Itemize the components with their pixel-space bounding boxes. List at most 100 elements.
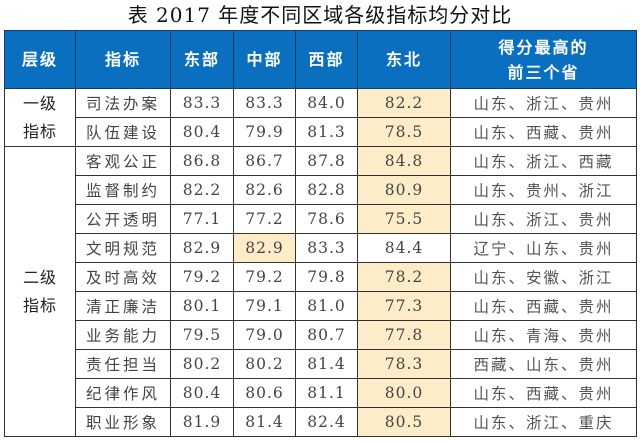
header-top3-line2: 前三个省 xyxy=(507,62,580,82)
cell-northeast: 77.3 xyxy=(357,291,451,321)
cell-west: 83.3 xyxy=(295,233,358,263)
cell-northeast: 75.5 xyxy=(357,204,451,234)
cell-indicator: 业务能力 xyxy=(75,320,171,350)
cell-indicator: 客观公正 xyxy=(75,146,171,176)
table-row: 公开透明 77.1 77.2 78.6 75.5 山东、浙江、贵州 xyxy=(5,204,637,234)
table-row: 业务能力 79.5 79.0 80.7 77.8 山东、青海、贵州 xyxy=(5,320,637,350)
cell-top3: 西藏、山东、贵州 xyxy=(450,349,637,379)
cell-west: 84.0 xyxy=(295,88,358,118)
cell-east: 80.1 xyxy=(170,291,234,321)
cell-central: 86.7 xyxy=(233,146,296,176)
cell-northeast: 78.5 xyxy=(357,117,451,147)
cell-northeast: 80.5 xyxy=(357,407,451,437)
table-title: 表 2017 年度不同区域各级指标均分对比 xyxy=(127,3,513,27)
table-row: 一级 指标 司法办案 83.3 83.3 84.0 82.2 山东、浙江、贵州 xyxy=(4,88,637,147)
cell-indicator: 司法办案 xyxy=(75,88,171,118)
cell-east: 80.2 xyxy=(170,349,234,379)
cell-top3: 山东、西藏、贵州 xyxy=(450,378,637,408)
cell-northeast: 80.9 xyxy=(357,175,451,205)
table-row: 职业形象 81.9 81.4 82.4 80.5 山东、浙江、重庆 xyxy=(5,407,637,437)
cell-west: 81.3 xyxy=(295,117,358,147)
cell-northeast: 77.8 xyxy=(357,320,451,350)
header-west: 西部 xyxy=(295,30,358,89)
cell-west: 78.6 xyxy=(295,204,358,234)
cell-indicator: 责任担当 xyxy=(75,349,171,379)
cell-top3: 山东、贵州、浙江 xyxy=(450,175,637,205)
level-label-line1: 一级 xyxy=(22,93,57,113)
cell-top3: 山东、浙江、重庆 xyxy=(450,407,637,437)
table-row: 及时高效 79.2 79.2 79.8 78.2 山东、安徽、浙江 xyxy=(5,262,637,292)
cell-northeast: 78.3 xyxy=(357,349,451,379)
cell-indicator: 文明规范 xyxy=(75,233,171,263)
cell-central: 81.4 xyxy=(233,407,296,437)
cell-top3: 山东、浙江、贵州 xyxy=(450,204,637,234)
cell-northeast: 78.2 xyxy=(357,262,451,292)
cell-indicator: 公开透明 xyxy=(75,204,171,234)
cell-central: 77.2 xyxy=(233,204,296,234)
cell-east: 82.9 xyxy=(170,233,234,263)
cell-top3: 山东、西藏、贵州 xyxy=(450,117,637,147)
table-row: 责任担当 80.2 80.2 81.4 78.3 西藏、山东、贵州 xyxy=(5,349,637,379)
level-label-line2: 指标 xyxy=(22,295,57,315)
cell-west: 82.8 xyxy=(295,175,358,205)
table-row: 清正廉洁 80.1 79.1 81.0 77.3 山东、西藏、贵州 xyxy=(5,291,637,321)
cell-northeast: 84.4 xyxy=(357,233,451,263)
cell-top3: 辽宁、山东、贵州 xyxy=(450,233,637,263)
level-cell: 二级 指标 xyxy=(4,146,76,437)
header-indicator: 指标 xyxy=(75,30,171,89)
table-row: 二级 指标 客观公正 86.8 86.7 87.8 84.8 山东、浙江、西藏 xyxy=(4,146,637,437)
level-cell: 一级 指标 xyxy=(4,88,76,147)
level-label-line2: 指标 xyxy=(22,121,57,141)
cell-west: 81.0 xyxy=(295,291,358,321)
header-central: 中部 xyxy=(233,30,296,89)
cell-top3: 山东、浙江、贵州 xyxy=(450,88,637,118)
header-top3-line1: 得分最高的 xyxy=(498,37,589,57)
cell-indicator: 职业形象 xyxy=(75,407,171,437)
cell-west: 87.8 xyxy=(295,146,358,176)
cell-top3: 山东、浙江、西藏 xyxy=(450,146,637,176)
region-score-table: 层级 指标 东部 中部 西部 东北 得分最高的 前三个省 一级 指标 司法办案 83.… xyxy=(4,30,637,437)
header-top3: 得分最高的 前三个省 xyxy=(450,30,637,89)
header-northeast: 东北 xyxy=(357,30,451,89)
cell-central: 79.1 xyxy=(233,291,296,321)
cell-northeast: 80.0 xyxy=(357,378,451,408)
cell-east: 83.3 xyxy=(170,88,234,118)
cell-indicator: 队伍建设 xyxy=(75,117,171,147)
header-row: 层级 指标 东部 中部 西部 东北 得分最高的 前三个省 xyxy=(4,30,637,89)
cell-west: 80.7 xyxy=(295,320,358,350)
cell-east: 82.2 xyxy=(170,175,234,205)
cell-east: 79.5 xyxy=(170,320,234,350)
cell-top3: 山东、安徽、浙江 xyxy=(450,262,637,292)
cell-west: 81.1 xyxy=(295,378,358,408)
cell-central: 79.9 xyxy=(233,117,296,147)
cell-indicator: 纪律作风 xyxy=(75,378,171,408)
header-east: 东部 xyxy=(170,30,234,89)
cell-east: 80.4 xyxy=(170,378,234,408)
cell-central: 79.2 xyxy=(233,262,296,292)
level-label-line1: 二级 xyxy=(22,267,57,287)
cell-west: 79.8 xyxy=(295,262,358,292)
table-row: 文明规范 82.9 82.9 83.3 84.4 辽宁、山东、贵州 xyxy=(5,233,637,263)
cell-east: 81.9 xyxy=(170,407,234,437)
table-row: 纪律作风 80.4 80.6 81.1 80.0 山东、西藏、贵州 xyxy=(5,378,637,408)
cell-northeast: 84.8 xyxy=(357,146,451,176)
cell-indicator: 监督制约 xyxy=(75,175,171,205)
cell-central: 83.3 xyxy=(233,88,296,118)
cell-top3: 山东、青海、贵州 xyxy=(450,320,637,350)
cell-east: 79.2 xyxy=(170,262,234,292)
cell-central: 80.6 xyxy=(233,378,296,408)
table-row: 队伍建设 80.4 79.9 81.3 78.5 山东、西藏、贵州 xyxy=(5,117,637,147)
cell-east: 80.4 xyxy=(170,117,234,147)
cell-northeast: 82.2 xyxy=(357,88,451,118)
cell-central: 82.6 xyxy=(233,175,296,205)
cell-indicator: 及时高效 xyxy=(75,262,171,292)
cell-indicator: 清正廉洁 xyxy=(75,291,171,321)
header-level: 层级 xyxy=(4,30,76,89)
cell-central: 79.0 xyxy=(233,320,296,350)
cell-east: 86.8 xyxy=(170,146,234,176)
cell-west: 82.4 xyxy=(295,407,358,437)
cell-top3: 山东、西藏、贵州 xyxy=(450,291,637,321)
table-row: 监督制约 82.2 82.6 82.8 80.9 山东、贵州、浙江 xyxy=(5,175,637,205)
cell-central: 82.9 xyxy=(233,233,296,263)
cell-west: 81.4 xyxy=(295,349,358,379)
